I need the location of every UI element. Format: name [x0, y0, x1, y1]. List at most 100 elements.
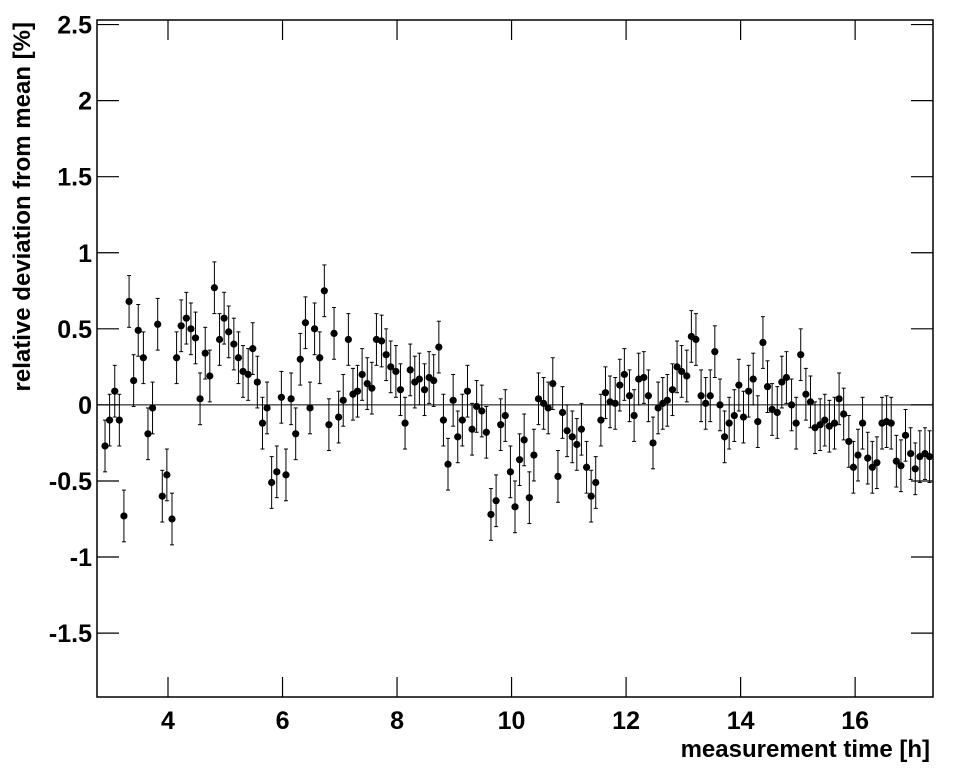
data-point — [534, 395, 543, 403]
data-point — [625, 392, 634, 400]
data-point — [144, 430, 152, 438]
data-point — [702, 399, 710, 407]
y-tick-label: -1.5 — [49, 620, 92, 648]
data-point — [435, 343, 443, 351]
data-point — [482, 428, 490, 436]
data-point — [468, 425, 476, 433]
data-point — [225, 328, 233, 336]
data-point — [325, 421, 333, 429]
data-point — [925, 453, 934, 461]
data-point — [320, 287, 328, 295]
data-point — [711, 348, 719, 356]
data-point — [439, 416, 448, 424]
data-point — [148, 404, 157, 412]
data-point — [730, 411, 738, 420]
x-tick-label: 10 — [498, 707, 526, 735]
data-point — [697, 392, 705, 400]
data-point — [187, 325, 195, 333]
data-point — [673, 363, 681, 371]
data-point — [782, 373, 791, 382]
y-tick-label: 1 — [78, 240, 92, 268]
data-point — [430, 376, 438, 385]
data-point — [749, 375, 757, 383]
data-point — [630, 411, 638, 420]
data-point — [316, 354, 324, 362]
data-point — [525, 494, 533, 502]
data-point — [210, 284, 218, 292]
data-point — [854, 451, 862, 459]
x-tick-label: 14 — [727, 707, 755, 735]
data-point — [763, 383, 772, 391]
data-point — [501, 411, 509, 420]
data-point — [306, 404, 314, 412]
data-point — [540, 399, 548, 407]
data-point — [335, 413, 343, 421]
data-point — [454, 433, 462, 441]
data-point — [835, 395, 843, 403]
data-point — [868, 463, 876, 471]
data-point — [277, 393, 285, 401]
data-point — [268, 478, 276, 487]
data-point — [597, 416, 605, 424]
data-point — [797, 351, 805, 359]
y-tick-label: 2 — [78, 88, 92, 116]
data-point — [492, 497, 500, 505]
data-point — [273, 468, 281, 476]
data-point — [520, 436, 528, 444]
data-point — [901, 431, 910, 439]
y-tick-label: 1.5 — [57, 164, 92, 192]
data-point — [568, 433, 576, 441]
data-point — [387, 363, 395, 371]
x-tick-label: 4 — [161, 707, 175, 735]
data-point — [105, 416, 114, 424]
data-point — [249, 345, 257, 353]
data-point — [473, 402, 481, 411]
data-point — [101, 442, 109, 450]
data-point — [330, 329, 338, 337]
x-tick-label: 8 — [390, 707, 404, 735]
data-point — [601, 389, 610, 397]
data-point — [587, 492, 595, 500]
data-point — [573, 440, 581, 449]
data-point — [873, 459, 881, 467]
data-point — [130, 376, 138, 385]
data-point — [396, 386, 405, 394]
data-point — [115, 416, 123, 424]
data-point — [778, 378, 786, 386]
data-point — [802, 390, 810, 398]
data-point — [415, 375, 423, 383]
data-point — [611, 399, 619, 407]
data-point — [487, 510, 495, 519]
data-point — [296, 355, 304, 363]
data-point — [172, 354, 181, 362]
data-point — [497, 421, 505, 429]
data-point — [858, 419, 867, 427]
data-point — [401, 419, 409, 427]
data-point — [759, 338, 767, 347]
data-point — [840, 410, 848, 418]
data-point — [368, 384, 376, 392]
data-point — [125, 297, 133, 306]
data-point — [458, 416, 466, 424]
data-point — [120, 512, 128, 520]
y-tick-label: -0.5 — [49, 468, 92, 496]
data-point — [444, 460, 452, 468]
data-point — [258, 419, 267, 427]
y-tick-label: 0 — [78, 392, 92, 420]
data-point — [168, 515, 176, 523]
data-point — [392, 367, 400, 376]
data-point — [692, 335, 700, 344]
x-tick-label: 16 — [841, 707, 869, 735]
data-point — [530, 451, 538, 459]
data-point — [592, 478, 600, 487]
x-tick-label: 12 — [612, 707, 640, 735]
data-point — [220, 314, 228, 322]
data-point — [706, 392, 714, 400]
data-point — [201, 349, 209, 357]
data-point — [745, 387, 753, 395]
data-point — [244, 370, 252, 379]
data-point — [787, 401, 796, 409]
data-point — [253, 378, 261, 386]
data-point — [668, 386, 677, 394]
